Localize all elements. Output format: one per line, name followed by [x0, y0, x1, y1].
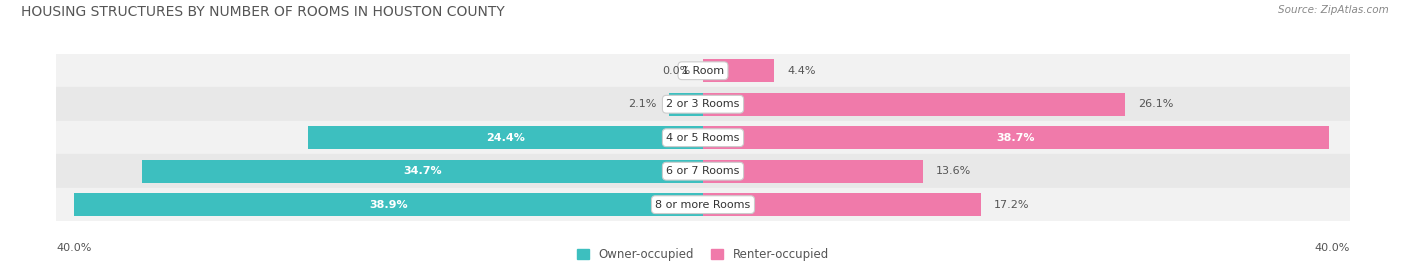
Text: 0.0%: 0.0%: [662, 66, 690, 76]
Text: 34.7%: 34.7%: [404, 166, 441, 176]
Text: 1 Room: 1 Room: [682, 66, 724, 76]
Bar: [56, 188, 1350, 221]
Text: 4 or 5 Rooms: 4 or 5 Rooms: [666, 133, 740, 143]
Bar: [142, 160, 703, 183]
Text: 8 or more Rooms: 8 or more Rooms: [655, 200, 751, 210]
Bar: [56, 87, 1350, 121]
Text: Source: ZipAtlas.com: Source: ZipAtlas.com: [1278, 5, 1389, 15]
Bar: [669, 93, 703, 116]
Bar: [703, 59, 775, 82]
Text: 13.6%: 13.6%: [936, 166, 972, 176]
Legend: Owner-occupied, Renter-occupied: Owner-occupied, Renter-occupied: [576, 248, 830, 261]
Bar: [56, 54, 1350, 87]
Text: 2 or 3 Rooms: 2 or 3 Rooms: [666, 99, 740, 109]
Text: 40.0%: 40.0%: [1315, 243, 1350, 253]
Text: 2.1%: 2.1%: [627, 99, 657, 109]
Text: 38.7%: 38.7%: [997, 133, 1035, 143]
Text: 40.0%: 40.0%: [56, 243, 91, 253]
Bar: [308, 126, 703, 149]
Bar: [703, 193, 981, 216]
Text: 17.2%: 17.2%: [994, 200, 1029, 210]
Bar: [56, 121, 1350, 154]
Bar: [703, 93, 1125, 116]
Text: HOUSING STRUCTURES BY NUMBER OF ROOMS IN HOUSTON COUNTY: HOUSING STRUCTURES BY NUMBER OF ROOMS IN…: [21, 5, 505, 19]
Bar: [703, 126, 1329, 149]
Bar: [56, 154, 1350, 188]
Text: 24.4%: 24.4%: [486, 133, 526, 143]
Text: 26.1%: 26.1%: [1137, 99, 1174, 109]
Bar: [703, 160, 922, 183]
Text: 38.9%: 38.9%: [370, 200, 408, 210]
Bar: [75, 193, 703, 216]
Text: 4.4%: 4.4%: [787, 66, 815, 76]
Text: 6 or 7 Rooms: 6 or 7 Rooms: [666, 166, 740, 176]
